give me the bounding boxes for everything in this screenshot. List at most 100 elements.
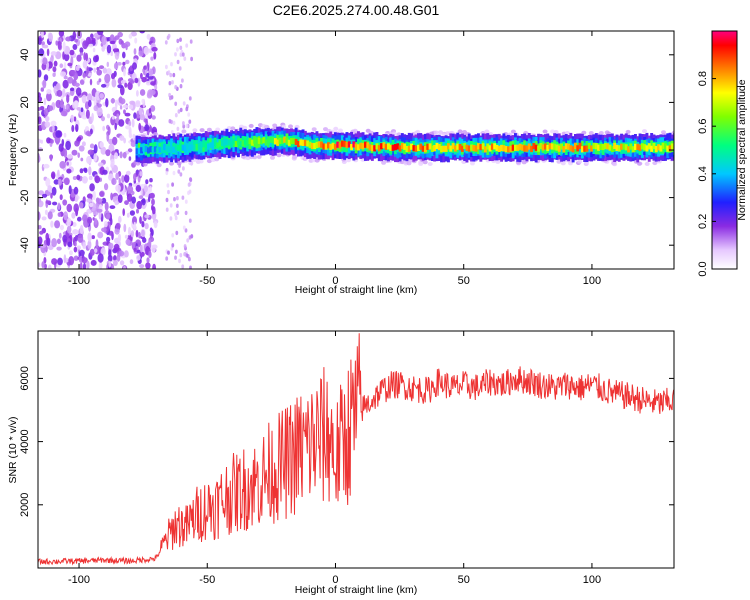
spectrogram-noise-speck [114, 35, 120, 40]
spectrogram-noise-speck [188, 189, 192, 194]
spectrogram-noise-speck [93, 144, 98, 154]
spectrogram-signal-cell [227, 139, 231, 146]
spectrogram-signal-cell [257, 137, 261, 144]
spectrogram-noise-speck [128, 156, 132, 161]
spectrogram-signal-cell [186, 143, 190, 150]
spectrogram-halo-cell [427, 162, 433, 166]
spectrogram-noise-speck [73, 203, 79, 213]
spectrogram-noise-speck [124, 174, 130, 183]
spectrogram-signal-cell [250, 139, 254, 146]
spectrogram-noise-speck [77, 234, 84, 243]
spectrogram-signal-cell [336, 141, 340, 148]
spectrogram-noise-speck [58, 232, 62, 239]
spectrogram-noise-speck [176, 210, 180, 215]
spectrogram-halo-cell [169, 161, 174, 166]
spectrogram-signal-cell [585, 145, 589, 152]
spectrogram-noise-speck [73, 186, 79, 195]
spectrogram-y-tick-label: 40 [19, 49, 31, 61]
spectrogram-halo-cell [672, 130, 674, 135]
spectrogram-signal-cell [537, 145, 540, 152]
spectrogram-noise-speck [131, 118, 135, 128]
spectrogram-noise-speck [126, 212, 130, 218]
spectrogram-noise-speck [80, 107, 84, 113]
spectrogram-signal-cell [147, 147, 150, 154]
spectrogram-signal-cell [451, 143, 455, 150]
spectrogram-signal-cell [606, 143, 610, 150]
spectrogram-noise-speck [154, 85, 158, 90]
spectrogram-noise-speck [71, 149, 78, 156]
spectrogram-halo-cell [352, 128, 358, 133]
spectrogram-noise-speck [165, 256, 169, 261]
spectrogram-noise-speck [75, 124, 79, 132]
spectrogram-signal-cell [553, 143, 557, 150]
spectrogram-noise-speck [150, 81, 156, 86]
spectrogram-noise-speck [101, 227, 107, 233]
spectrogram-signal-cell [188, 144, 192, 151]
spectrogram-noise-speck [38, 190, 44, 196]
spectrogram-noise-speck [122, 208, 125, 217]
spectrogram-noise-speck [109, 205, 116, 210]
spectrogram-noise-speck [119, 151, 123, 159]
spectrogram-signal-cell [430, 145, 434, 152]
snr-x-tick-label: 50 [458, 574, 470, 586]
spectrogram-noise-speck [128, 104, 134, 110]
spectrogram-signal-cell [664, 143, 667, 150]
spectrogram-signal-cell [592, 142, 596, 149]
spectrogram-halo-cell [311, 127, 317, 132]
spectrogram-noise-speck [114, 122, 117, 131]
spectrogram-noise-speck [66, 161, 69, 166]
spectrogram-noise-speck [50, 139, 54, 144]
spectrogram-signal-cell [329, 143, 333, 150]
spectrogram-signal-cell [135, 148, 139, 155]
spectrogram-noise-speck [97, 253, 104, 263]
spectrogram-signal-cell [153, 146, 157, 153]
spectrogram-noise-speck [125, 125, 131, 130]
spectrogram-x-tick-label: 50 [458, 275, 470, 287]
spectrogram-signal-cell [324, 143, 328, 150]
spectrogram-signal-cell [645, 145, 649, 152]
spectrogram-noise-speck [114, 152, 119, 160]
spectrogram-noise-speck [188, 257, 191, 262]
spectrogram-noise-speck [133, 173, 137, 182]
spectrogram-noise-speck [118, 250, 125, 257]
spectrogram-noise-speck [124, 234, 129, 239]
spectrogram-signal-cell [460, 145, 464, 152]
spectrogram-noise-speck [87, 240, 92, 250]
spectrogram-signal-cell [308, 141, 312, 148]
spectrogram-signal-cell [574, 142, 577, 149]
spectrogram-signal-cell [437, 144, 441, 151]
spectrogram-y-axis: -40 -20 0 20 40 [19, 49, 674, 253]
spectrogram-noise-speck [179, 107, 183, 113]
spectrogram-noise-speck [86, 198, 92, 203]
spectrogram-noise-speck [171, 182, 175, 187]
spectrogram-signal-cell [366, 142, 370, 149]
spectrogram-noise-speck [176, 47, 179, 52]
spectrogram-halo-cell [391, 131, 397, 136]
spectrogram-noise-speck [138, 195, 144, 200]
spectrogram-noise-speck [92, 190, 96, 201]
spectrogram-noise-speck [76, 107, 82, 111]
spectrogram-noise-speck [89, 128, 93, 135]
spectrogram-noise-speck [151, 198, 155, 206]
spectrogram-signal-cell [403, 143, 407, 150]
spectrogram-signal-cell [287, 139, 291, 146]
spectrogram-noise-speck [125, 59, 130, 65]
spectrogram-noise-speck [148, 239, 152, 248]
spectrogram-noise-speck [134, 77, 139, 84]
spectrogram-noise-speck [139, 251, 145, 257]
spectrogram-signal-cell [361, 143, 365, 150]
spectrogram-noise-speck [144, 214, 150, 219]
spectrogram-signal-cell [532, 143, 536, 150]
spectrogram-noise-speck [181, 195, 185, 200]
spectrogram-noise-speck [149, 89, 156, 96]
spectrogram-noise-speck [67, 76, 74, 84]
spectrogram-noise-speck [112, 136, 118, 146]
spectrogram-signal-cell [514, 144, 517, 151]
spectrogram-noise-speck [63, 148, 68, 158]
spectrogram-noise-speck [75, 87, 82, 96]
spectrogram-signal-cell [509, 145, 513, 152]
spectrogram-noise-speck [91, 37, 96, 44]
spectrogram-noise-speck [122, 104, 129, 109]
spectrogram-signal-cell [414, 145, 418, 152]
